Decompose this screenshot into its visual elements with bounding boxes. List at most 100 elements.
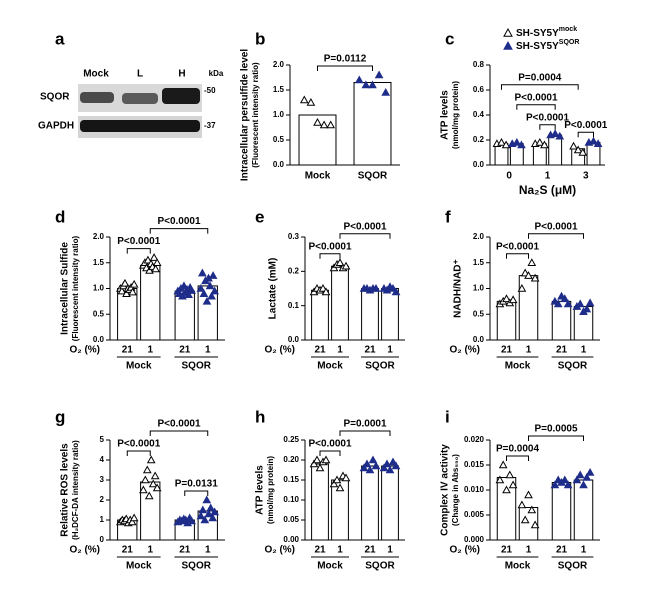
significance-bracket (528, 233, 584, 239)
y-tick-label: 0.0 (93, 335, 105, 344)
y-tick-label: 0.0 (273, 160, 285, 169)
y-tick-label: 0.5 (273, 135, 285, 144)
y-axis-label: Relative ROS levels (60, 443, 71, 537)
legend-sup: SQOR (559, 39, 580, 46)
y-axis-label: Lactate (mM) (268, 258, 279, 320)
y-tick-label: 2.0 (473, 232, 485, 241)
data-point (582, 472, 592, 481)
data-point (374, 70, 384, 79)
x-tick-label: 1 (581, 545, 587, 556)
data-point (187, 286, 196, 294)
x-tick-label: 21 (364, 545, 376, 556)
bar (573, 479, 594, 541)
y-tick-label: 0.6 (473, 85, 485, 94)
data-point (572, 475, 582, 484)
data-point (512, 137, 522, 146)
data-point (151, 264, 160, 273)
x-tick-label: 0 (506, 171, 512, 182)
data-point (335, 483, 345, 492)
y-axis-label: NADH/NAD⁺ (453, 259, 464, 318)
panel-letter: e (255, 207, 264, 226)
data-point (524, 271, 533, 279)
data-point (309, 459, 319, 468)
significance-label: P<0.0001 (308, 439, 352, 450)
panel-letter: h (255, 407, 265, 426)
x-tick-label: 21 (179, 545, 191, 556)
data-point (117, 286, 127, 295)
x-tick-label: 21 (314, 345, 326, 356)
y-tick-label: 1.5 (93, 258, 105, 267)
significance-label: P=0.0004 (496, 444, 540, 455)
group-label: Mock (126, 361, 152, 372)
data-point (575, 299, 585, 308)
data-point (149, 253, 159, 261)
y-tick-label: 0.0 (473, 160, 485, 169)
significance-bracket (184, 490, 209, 496)
panel-letter: a (55, 29, 65, 48)
data-point (550, 129, 560, 138)
data-point (368, 455, 378, 464)
data-point (129, 513, 139, 522)
y-tick-label: 0.010 (464, 485, 485, 494)
data-point (517, 140, 526, 149)
x-tick-label: 3 (583, 171, 589, 182)
legend-name: SH-SY5Y (516, 41, 559, 52)
chart-panel: i 0.000 0.005 0.010 0.015 0.020 Complex IV act… (440, 407, 600, 572)
data-point (563, 480, 573, 489)
data-point (332, 475, 342, 484)
x-tick-label: 21 (364, 345, 376, 356)
y-tick-label: 4 (100, 455, 105, 464)
data-point (321, 287, 331, 296)
y-tick-label: 1.5 (473, 258, 485, 267)
data-point (578, 147, 588, 156)
data-point (508, 295, 518, 304)
y-tick-label: 0.000 (464, 535, 485, 544)
significance-label: P<0.0001 (157, 419, 201, 430)
data-point (127, 517, 137, 526)
panel-letter: g (55, 407, 65, 426)
data-point (326, 120, 336, 129)
significance-label: P<0.0001 (564, 120, 608, 131)
group-label: SQOR (558, 361, 588, 372)
x-tick-label: 21 (556, 545, 568, 556)
y-tick-label: 2.0 (273, 60, 285, 69)
significance-label: P=0.0131 (175, 479, 219, 490)
y-axis-label: (Fluorescent intensity ratio) (71, 235, 80, 341)
panel-letter: d (55, 207, 65, 226)
group-label: Mock (317, 361, 343, 372)
data-point (313, 117, 322, 126)
data-point (371, 283, 381, 292)
y-axis-label: Intracellular persulfide level (240, 49, 251, 181)
x-tick-label: 1 (387, 345, 393, 356)
data-point (563, 299, 573, 308)
data-point (550, 480, 560, 489)
significance-bracket (506, 455, 529, 461)
x-tick-label: 21 (501, 345, 513, 356)
significance-bracket (339, 430, 391, 436)
data-point (505, 470, 515, 479)
row-label: GAPDH (38, 121, 74, 132)
data-point (530, 520, 540, 529)
significance-bracket (539, 124, 556, 130)
x-tick-label: 1 (337, 545, 343, 556)
x-tick-label: 21 (556, 345, 568, 356)
significance-label: P=0.0112 (324, 54, 367, 65)
data-point (553, 299, 563, 308)
panel-letter: f (445, 207, 451, 226)
y-tick-label: 1 (100, 515, 105, 524)
data-point (196, 283, 206, 292)
data-point (382, 459, 392, 468)
significance-bracket (516, 104, 556, 110)
data-point (129, 279, 139, 288)
data-point (379, 463, 389, 472)
data-point (391, 287, 401, 296)
data-point (140, 475, 150, 484)
legend-label: SH-SY5Ymock (516, 26, 577, 39)
data-point (341, 473, 351, 482)
bar (331, 265, 349, 341)
bar (518, 507, 539, 541)
y-tick-label: 2 (100, 495, 105, 504)
data-point (198, 268, 207, 277)
legend-marker (503, 27, 513, 37)
